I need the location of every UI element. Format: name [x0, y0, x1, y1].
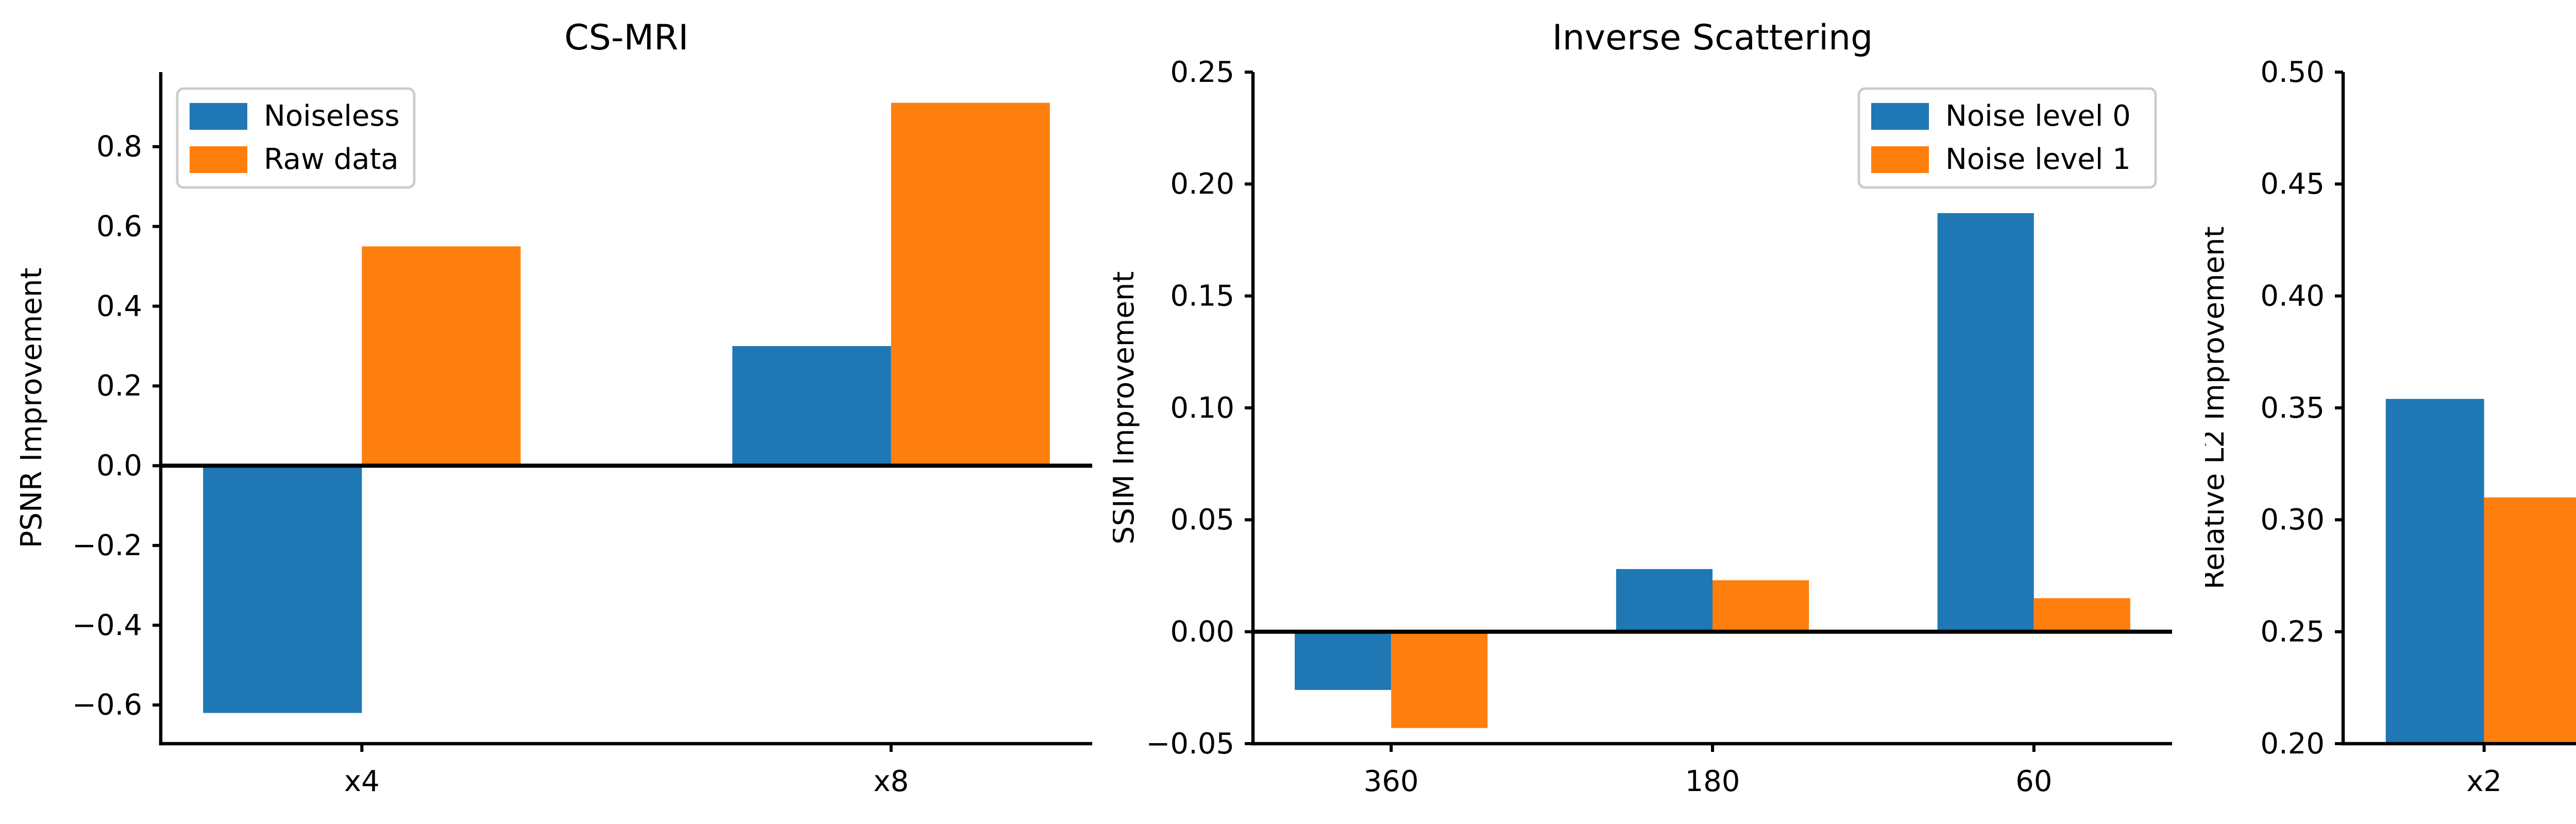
chart-inverse-scattering: −0.05 0.00 0.05 0.10 0.15 0.20 0.25 360 180 60 Inv…	[1113, 0, 2205, 824]
chart-title: Inverse Scattering	[1552, 18, 1873, 58]
y-tick-label: −0.2	[72, 529, 142, 562]
bar-60-series1	[2033, 598, 2130, 632]
chart-svg: −0.6 −0.4 −0.2 0.0 0.2 0.4 0.6 0.8 x4 x8 CS-MRI PSN…	[15, 18, 1092, 798]
y-tick-label: 0.4	[96, 289, 142, 323]
chart-cs-mri: −0.6 −0.4 −0.2 0.0 0.2 0.4 0.6 0.8 x4 x8 CS-MRI PSN…	[0, 0, 1113, 824]
y-tick-label: 0.25	[1170, 56, 1234, 89]
y-tick-label: −0.05	[1146, 727, 1234, 761]
y-axis-label: SSIM Improvement	[1113, 271, 1141, 544]
x-tick-label: x2	[2466, 765, 2502, 798]
legend-swatch	[190, 103, 247, 130]
x-tick-label: x8	[873, 765, 909, 798]
y-tick-label: 0.20	[1170, 167, 1234, 201]
legend-box	[1857, 87, 2157, 189]
chart-svg: −0.05 0.00 0.05 0.10 0.15 0.20 0.25 360 180 60 Inv…	[1113, 18, 2172, 798]
legend: Noise level 0 Noise level 1	[1857, 87, 2157, 189]
y-tick-label: 0.40	[2260, 279, 2325, 313]
x-tick-label: 60	[2015, 765, 2052, 798]
bar-180-series0	[1616, 569, 1713, 632]
y-tick-label: 0.00	[1170, 615, 1234, 648]
bar-x2-series0	[2385, 399, 2484, 744]
y-tick-label: 0.05	[1170, 503, 1234, 537]
y-tick-label: 0.6	[96, 210, 142, 243]
legend-label: Noiseless	[264, 99, 400, 133]
x-tick-label: 360	[1364, 765, 1419, 798]
y-tick-label: 0.20	[2260, 727, 2325, 761]
y-tick-label: 0.25	[2260, 615, 2325, 648]
y-tick-label: 0.8	[96, 130, 142, 164]
y-tick-label: 0.35	[2260, 391, 2325, 425]
legend-label: Raw data	[264, 143, 399, 176]
legend-swatch	[190, 146, 247, 173]
y-tick-label: 0.50	[2260, 56, 2325, 89]
legend-label: Noise level 1	[1945, 143, 2131, 176]
bar-x4-series1	[362, 246, 521, 466]
y-tick-label: 0.45	[2260, 167, 2325, 201]
bar-x2-series1	[2484, 497, 2576, 744]
bar-60-series0	[1937, 213, 2034, 632]
y-tick-label: 0.0	[96, 449, 142, 483]
y-axis-label: PSNR Improvement	[15, 268, 48, 548]
y-tick-label: −0.4	[72, 609, 142, 642]
bar-180-series1	[1713, 580, 1809, 632]
legend: Noiseless Raw data	[176, 87, 416, 189]
legend-swatch	[1871, 146, 1929, 173]
legend-swatch	[1871, 103, 1929, 130]
bar-x8-series0	[732, 346, 891, 466]
legend-label: Noise level 0	[1945, 99, 2131, 133]
chart-title: CS-MRI	[564, 18, 688, 58]
x-tick-label: 180	[1685, 765, 1740, 798]
y-tick-label: 0.2	[96, 369, 142, 403]
bar-x4-series0	[203, 466, 362, 713]
y-tick-label: −0.6	[72, 689, 142, 722]
y-axis-label: Relative L2 Improvement	[2205, 227, 2231, 590]
y-tick-label: 0.30	[2260, 503, 2325, 537]
y-tick-label: 0.15	[1170, 279, 1234, 313]
bar-360-series1	[1391, 631, 1488, 728]
chart-navier-stokes: 0.200.250.300.350.400.450.50x2x4x8Navier…	[2205, 0, 2576, 824]
bar-x8-series1	[891, 102, 1050, 466]
chart-svg: 0.200.250.300.350.400.450.50x2x4x8Navier…	[2205, 56, 2576, 798]
x-tick-label: x4	[344, 765, 380, 798]
y-tick-label: 0.10	[1170, 391, 1234, 425]
bar-360-series0	[1295, 631, 1392, 690]
